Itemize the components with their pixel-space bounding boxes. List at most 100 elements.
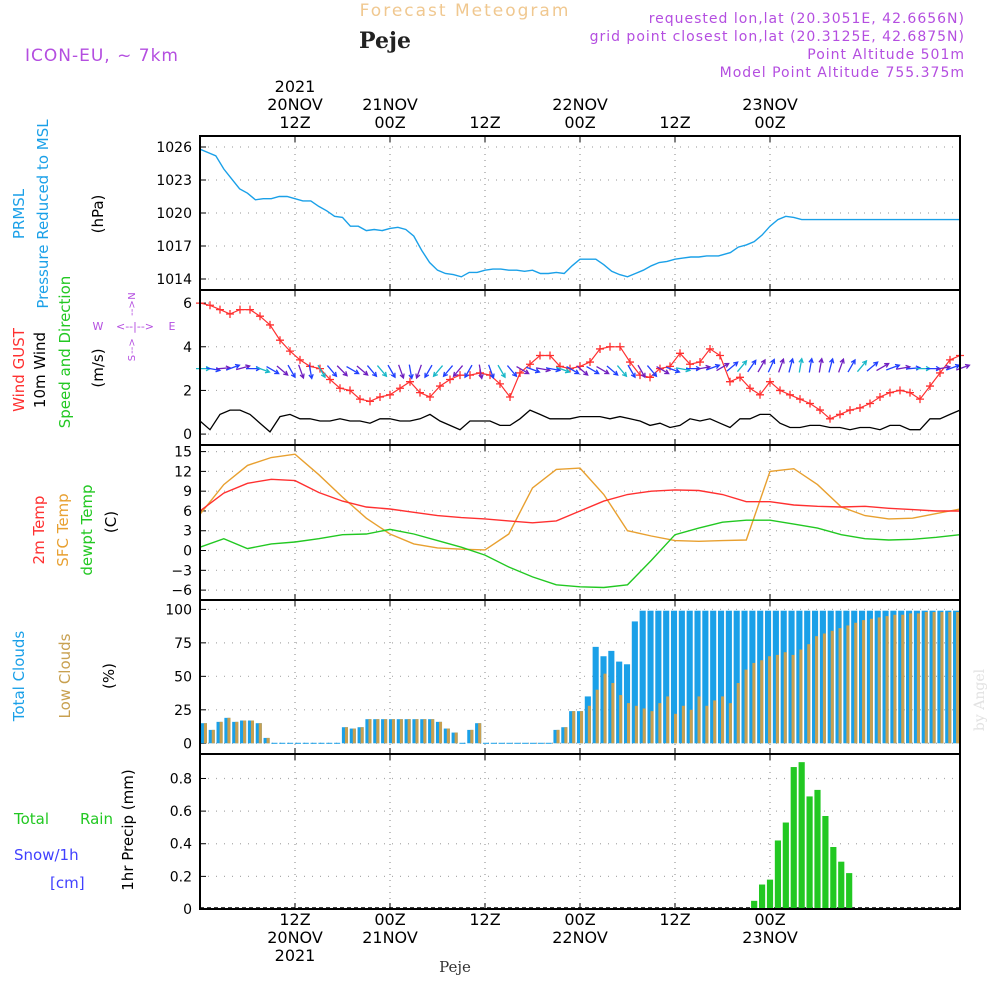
low-cloud-bar (603, 673, 607, 744)
total-cloud-bar (443, 728, 450, 744)
wind-unit: (m/s) (89, 348, 107, 387)
y-tick-label: 6 (183, 504, 192, 520)
low-cloud-bar (760, 660, 764, 744)
low-cloud-bar (713, 700, 717, 744)
wind-barb (424, 364, 433, 379)
low-cloud-bar (783, 652, 787, 744)
low-cloud-bar (258, 723, 262, 744)
dewpt-line (199, 519, 961, 589)
temp-sfc-line (199, 453, 961, 551)
low-cloud-bar (885, 616, 889, 744)
low-cloud-bar (384, 719, 388, 744)
low-cloud-bar (807, 644, 811, 744)
y-tick-label: 2 (183, 383, 192, 399)
low-cloud-bar (391, 719, 396, 744)
low-cloud-bar (877, 617, 881, 744)
low-cloud-bar (595, 689, 599, 744)
y-tick-label: 0.4 (170, 837, 192, 853)
y-tick-label: 12 (174, 464, 192, 480)
wind-barb (516, 366, 530, 375)
wind-barb (287, 364, 296, 379)
wind-barb (545, 367, 562, 373)
low-cloud-bar (266, 737, 270, 744)
wind-barb (226, 363, 241, 371)
wind-barb (847, 358, 856, 373)
precip-label-rain: Rain (80, 810, 113, 828)
total-cloud-bar (631, 621, 638, 744)
wind-barb (616, 365, 628, 378)
bottom-time-label: 00Z (374, 910, 405, 929)
rain-bar (830, 847, 837, 909)
wind-barb (706, 363, 721, 371)
wind-barb (432, 365, 444, 378)
total-cloud-bar (725, 610, 732, 744)
wind-barb (276, 365, 289, 376)
gust-marker (686, 360, 694, 369)
gust-marker (256, 312, 264, 321)
gust-marker (366, 397, 374, 406)
wind-speed-line (199, 409, 961, 433)
wind-barb (808, 357, 814, 373)
total-cloud-bar (247, 720, 254, 744)
low-cloud-bar (721, 696, 725, 744)
pressure-line (199, 148, 960, 278)
gust-marker (756, 390, 764, 399)
temp-label-2m: 2m Temp (30, 496, 48, 565)
total-cloud-bar (412, 719, 419, 744)
low-cloud-bar (830, 630, 834, 744)
wind-ylabels: Wind GUST 10m Wind Speed and Direction (… (10, 276, 176, 429)
top-time-label: 00Z (754, 113, 785, 132)
gust-marker (396, 384, 404, 393)
bottom-time-label: 20NOV (267, 928, 323, 947)
wind-barb (956, 363, 971, 371)
bottom-time-label: 12Z (659, 910, 690, 929)
gust-marker (596, 344, 604, 353)
top-year-label: 2021 (275, 77, 316, 96)
low-cloud-bar (650, 711, 654, 744)
credit: by Angel (972, 668, 988, 731)
y-tick-label: 0.8 (170, 771, 192, 787)
rain-bar (806, 796, 813, 909)
bottom-time-label: 21NOV (362, 928, 418, 947)
low-cloud-bar (423, 719, 427, 744)
wind-barb (726, 361, 739, 372)
wind-barb (788, 357, 795, 373)
low-cloud-bar (407, 719, 411, 744)
low-cloud-bar (634, 705, 638, 744)
compass-n: N (127, 292, 138, 299)
pressure-label-msl: Pressure Reduced to MSL (34, 119, 52, 309)
gust-marker (776, 386, 784, 395)
y-tick-label: 1014 (156, 272, 192, 288)
top-time-label: 20NOV (267, 95, 323, 114)
top-time-label: 12Z (469, 113, 500, 132)
low-cloud-bar (689, 709, 693, 744)
gust-marker (436, 382, 444, 391)
y-tick-label: 3 (183, 524, 192, 540)
gust-marker (296, 355, 304, 364)
clouds-unit: (%) (100, 663, 118, 689)
point-altitude: Point Altitude 501m (807, 47, 965, 63)
total-cloud-bar (678, 610, 685, 744)
gust-marker (426, 392, 434, 401)
temp-label-sfc: SFC Temp (54, 493, 72, 566)
y-tick-label: 1023 (156, 173, 192, 189)
wind-label-speed-dir: Speed and Direction (56, 276, 74, 429)
gust-marker (846, 406, 854, 415)
total-cloud-bar (655, 610, 662, 744)
grid-point-coords: grid point closest lon,lat (20.3125E, 42… (590, 29, 965, 45)
rain-bar (758, 884, 766, 909)
total-cloud-bar (224, 717, 231, 744)
wind-barb (627, 364, 636, 379)
pressure-label-prmsl: PRMSL (10, 188, 28, 239)
wind-barb (695, 364, 712, 371)
low-cloud-bar (572, 711, 576, 744)
total-cloud-bar (428, 719, 435, 744)
gust-marker (876, 392, 884, 401)
y-tick-label: 1026 (156, 140, 192, 156)
gust-marker (896, 386, 904, 395)
wind-barb (356, 365, 369, 376)
wind-barb (442, 365, 454, 378)
